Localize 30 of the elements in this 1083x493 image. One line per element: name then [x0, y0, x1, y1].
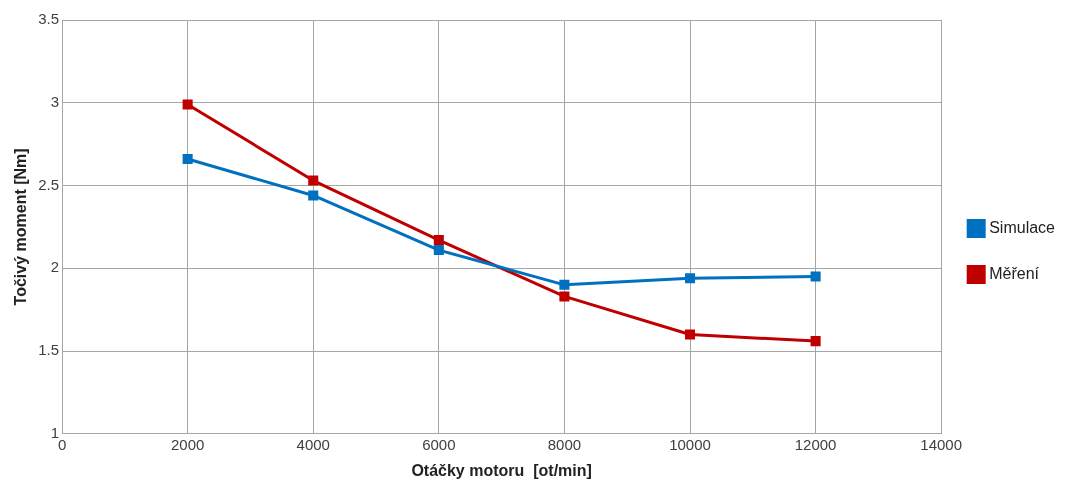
point	[559, 279, 570, 290]
legend-label: Měření	[989, 264, 1040, 282]
x-tick-label: 4000	[296, 435, 330, 453]
point	[182, 99, 193, 110]
point	[684, 329, 696, 340]
x-tick-label: 6000	[422, 435, 456, 453]
x-tick-label: 2000	[170, 435, 205, 453]
x-tick-label: 0	[57, 435, 67, 453]
x-tick-label: 14000	[920, 435, 963, 453]
point	[433, 245, 444, 256]
y-axis-title: Točivý moment [Nm]	[12, 148, 30, 306]
point	[684, 273, 696, 284]
y-tick-label: 3	[50, 92, 60, 110]
point	[308, 190, 319, 201]
y-tick-label: 2	[50, 258, 60, 276]
point	[182, 154, 193, 165]
point	[810, 336, 821, 347]
y-tick-label: 1	[50, 423, 60, 441]
y-tick-label: 1.5	[38, 341, 60, 359]
point	[559, 291, 570, 302]
x-axis-title: Otáčky motoru [ot/min]	[411, 461, 592, 479]
point	[433, 235, 444, 246]
y-tick-label: 2.5	[38, 175, 60, 193]
x-tick-label: 10000	[669, 435, 711, 453]
x-tick-label: 8000	[547, 435, 582, 453]
y-tick-label: 3.5	[38, 10, 60, 28]
point	[308, 175, 319, 186]
point	[810, 271, 821, 282]
x-tick-label: 12000	[794, 435, 837, 453]
legend-label: Simulace	[989, 218, 1056, 236]
